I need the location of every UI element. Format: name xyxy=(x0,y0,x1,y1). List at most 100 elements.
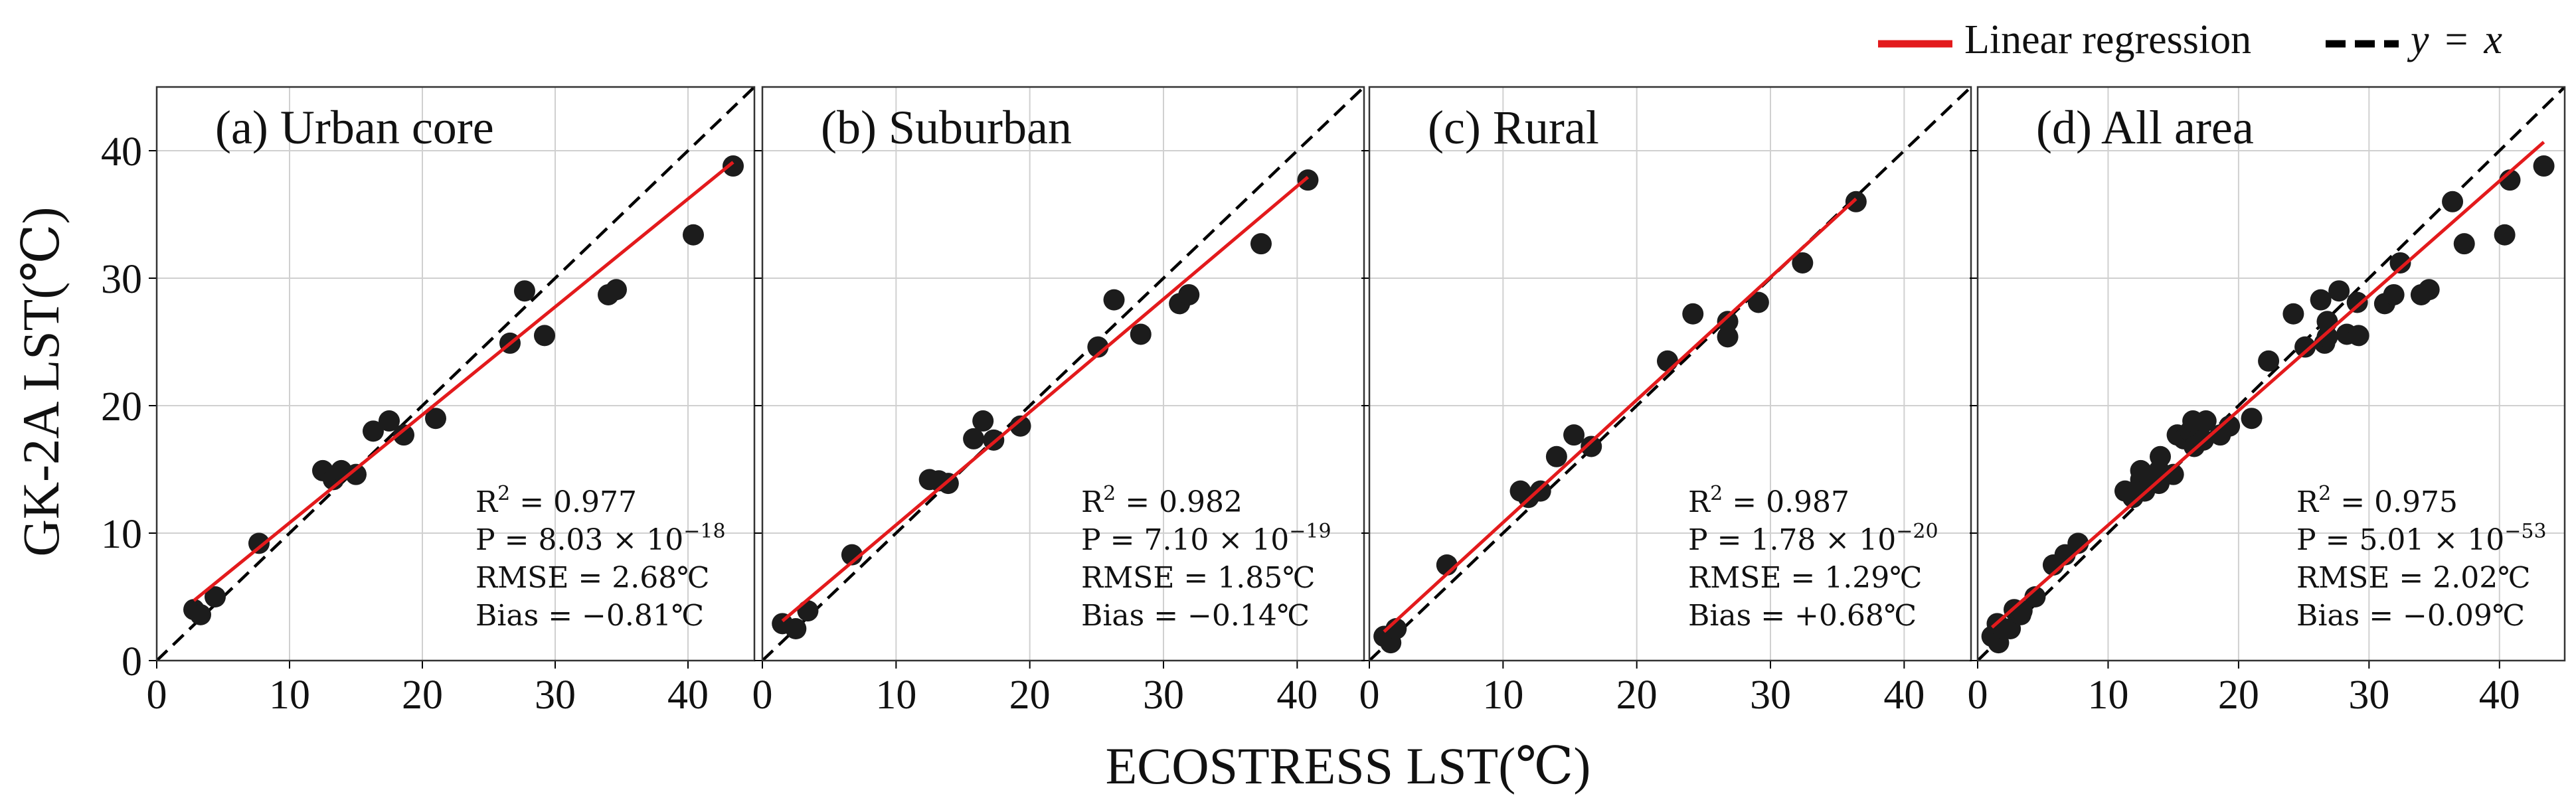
data-point xyxy=(2383,283,2405,305)
data-point xyxy=(2150,445,2172,467)
regression-line xyxy=(193,161,734,602)
data-point xyxy=(2328,280,2350,302)
x-tick-label: 10 xyxy=(2087,673,2128,718)
stat-p-value: P = 5.01 × 10−53 xyxy=(2296,520,2547,557)
data-point xyxy=(723,155,744,177)
x-tick-label: 10 xyxy=(269,673,310,718)
legend-regression-label: Linear regression xyxy=(1964,17,2251,62)
x-tick-label: 20 xyxy=(402,673,443,718)
data-point xyxy=(2442,191,2464,212)
stat-r2-value: = 0.977 xyxy=(510,485,637,519)
data-point xyxy=(514,280,535,302)
stat-r2-exponent: 2 xyxy=(1103,482,1116,505)
data-point xyxy=(2241,408,2263,430)
data-point xyxy=(1130,323,1152,345)
x-tick-label: 0 xyxy=(752,673,773,718)
stat-p-value: P = 1.78 × 10−20 xyxy=(1688,520,1938,557)
stat-rmse: RMSE = 1.85℃ xyxy=(1081,561,1315,595)
data-point xyxy=(972,410,994,432)
x-tick-label: 30 xyxy=(535,673,576,718)
data-point xyxy=(2316,326,2338,348)
data-point xyxy=(379,410,400,432)
data-point xyxy=(2294,336,2316,358)
data-point xyxy=(248,532,270,554)
x-tick-label: 40 xyxy=(1883,673,1925,718)
stat-r2-symbol: R xyxy=(475,485,499,519)
x-tick-label: 20 xyxy=(1616,673,1658,718)
panel-title: (a) Urban core xyxy=(215,101,494,154)
data-point xyxy=(1009,415,1031,437)
y-tick-label: 10 xyxy=(101,512,142,557)
data-point xyxy=(963,428,985,449)
x-axis-label: ECOSTRESS LST(℃) xyxy=(1106,737,1591,795)
data-point xyxy=(2282,303,2304,325)
stat-rmse: RMSE = 2.68℃ xyxy=(475,561,709,595)
stat-r2: R2 = 0.987 xyxy=(1688,482,1849,519)
x-tick-label: 40 xyxy=(1276,673,1318,718)
identity-line xyxy=(1978,87,2565,661)
x-tick-label: 10 xyxy=(1482,673,1523,718)
data-point xyxy=(205,586,226,607)
data-point xyxy=(2533,155,2555,177)
data-point xyxy=(190,603,211,625)
x-tick-label: 0 xyxy=(1968,673,1988,718)
stat-p-exponent: −18 xyxy=(683,520,725,543)
plot-area xyxy=(1369,87,1971,661)
y-tick-label: 30 xyxy=(101,257,142,302)
x-tick-label: 0 xyxy=(147,673,167,718)
y-tick-label: 40 xyxy=(101,129,142,175)
stat-p-mantissa: P = 8.03 × 10 xyxy=(475,523,683,557)
data-point xyxy=(1529,480,1551,502)
stat-bias: Bias = −0.14℃ xyxy=(1081,599,1310,633)
data-point xyxy=(1717,326,1739,348)
x-tick-label: 30 xyxy=(1143,673,1184,718)
stat-bias: Bias = +0.68℃ xyxy=(1688,599,1917,633)
x-tick-label: 20 xyxy=(1009,673,1051,718)
data-point xyxy=(2310,289,2332,311)
data-point xyxy=(841,544,863,566)
stat-rmse: RMSE = 2.02℃ xyxy=(2296,561,2530,595)
x-tick-label: 10 xyxy=(875,673,916,718)
legend: Linear regression y = x xyxy=(1878,17,2503,62)
panel-title: (c) Rural xyxy=(1428,101,1599,154)
data-point xyxy=(1103,289,1125,311)
data-point xyxy=(683,224,704,246)
regression-line xyxy=(1990,141,2545,629)
stat-r2-symbol: R xyxy=(1688,485,1711,519)
x-tick-label: 40 xyxy=(667,673,709,718)
legend-identity-label: y = x xyxy=(2407,17,2503,62)
data-point xyxy=(1845,191,1867,212)
regression-line xyxy=(1383,197,1857,633)
plot-area xyxy=(1978,87,2565,661)
stat-bias: Bias = −0.09℃ xyxy=(2296,599,2525,633)
panel-title: (d) All area xyxy=(2036,101,2254,154)
data-point xyxy=(2494,224,2516,246)
data-point xyxy=(2024,586,2046,607)
x-tick-label: 30 xyxy=(2348,673,2389,718)
stat-p-exponent: −53 xyxy=(2504,520,2546,543)
data-point xyxy=(363,420,384,442)
stat-r2-value: = 0.975 xyxy=(2331,485,2458,519)
panel-frame xyxy=(1976,86,2566,662)
x-tick-label: 0 xyxy=(1359,673,1380,718)
stat-p-exponent: −19 xyxy=(1289,520,1331,543)
data-point xyxy=(797,600,819,622)
data-point xyxy=(425,408,446,430)
stat-r2-symbol: R xyxy=(2296,485,2320,519)
data-point xyxy=(2346,291,2368,313)
panel-frame xyxy=(155,86,756,662)
data-point xyxy=(393,424,414,446)
data-point xyxy=(2389,252,2411,274)
stat-r2: R2 = 0.982 xyxy=(1081,482,1243,519)
data-point xyxy=(1178,283,1200,305)
plot-area xyxy=(762,87,1364,661)
data-point xyxy=(2162,463,2184,485)
data-point xyxy=(2348,325,2369,347)
stat-rmse: RMSE = 1.29℃ xyxy=(1688,561,1922,595)
stat-bias: Bias = −0.81℃ xyxy=(475,599,704,633)
data-point xyxy=(785,618,807,639)
